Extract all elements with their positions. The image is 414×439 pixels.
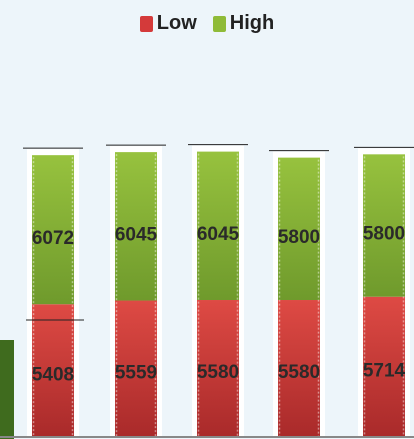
bar-low-4: [278, 300, 320, 437]
data-label-low-1: 5408: [32, 364, 74, 385]
bar-low-5: [363, 296, 405, 437]
legend-label-low: Low: [156, 12, 197, 34]
legend-item-high[interactable]: High: [212, 12, 275, 35]
left-edge-strip: [0, 340, 14, 439]
data-label-low-2: 5559: [115, 362, 157, 383]
bar-low-3: [197, 300, 239, 437]
bar-high-4: [278, 157, 320, 301]
legend-swatch-low: [139, 15, 153, 32]
bar-low-2: [115, 300, 157, 437]
bar-high-5: [363, 154, 405, 297]
legend-swatch-high: [212, 15, 226, 32]
data-label-high-5: 5800: [363, 224, 405, 245]
data-label-low-5: 5714: [363, 361, 406, 382]
legend-item-low[interactable]: Low: [139, 12, 197, 35]
bar-high-3: [197, 151, 239, 301]
bar-high-2: [115, 152, 157, 301]
data-label-low-4: 5580: [278, 362, 320, 383]
data-label-high-2: 6045: [115, 225, 158, 246]
bar-low-1: [32, 304, 74, 437]
data-label-low-3: 5580: [197, 362, 239, 383]
data-label-high-1: 6072: [32, 228, 74, 249]
plot-area: 6072 5408 6045 5559 6045 5580 5800 5580 5800 5714: [0, 144, 414, 439]
bar-high-1: [32, 155, 74, 305]
data-label-high-3: 6045: [197, 224, 240, 245]
data-label-high-4: 5800: [278, 227, 320, 248]
chart-legend: Low High: [0, 12, 414, 35]
legend-label-high: High: [229, 12, 275, 34]
